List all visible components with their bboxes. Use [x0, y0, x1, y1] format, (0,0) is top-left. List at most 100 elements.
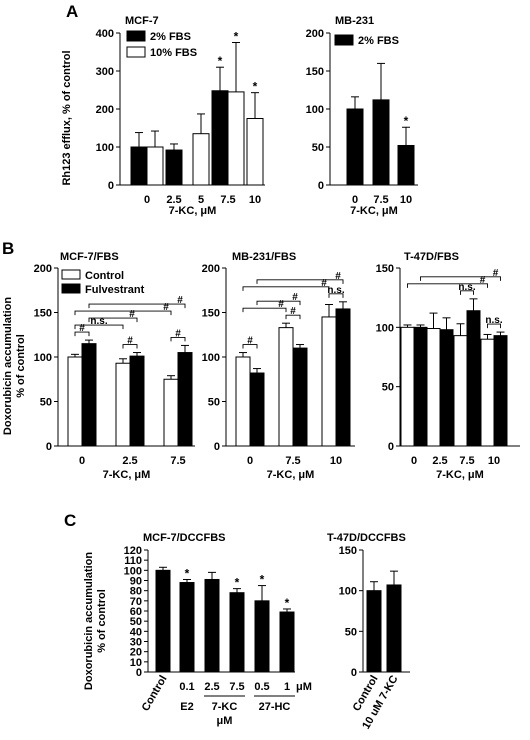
y-tick-label: 150 [306, 66, 324, 78]
significance-marker: * [253, 80, 258, 94]
bar [346, 108, 364, 186]
chart-a1: MCF-7 0 100 200 300 400 * * * 0 2.5 5 7.5 10 7-KC, μM [96, 15, 265, 217]
comparison-label: # [321, 278, 327, 289]
comparison-label: # [79, 323, 85, 334]
x-tick-label: 7.5 [285, 455, 300, 467]
chart-title: MB-231/FBS [232, 251, 296, 263]
bar [439, 329, 454, 447]
comparison-label: n.s. [458, 282, 475, 293]
x-tick-label: 0 [411, 455, 417, 467]
x-tick-label: 10 [400, 194, 412, 206]
chart-a2: MB-231 0 50 100 150 200 * 0 7.5 107-KC, μM [306, 15, 418, 217]
y-tick-label: 10 [130, 657, 142, 669]
y-tick-label: 90 [130, 576, 142, 588]
y-tick-label: 150 [34, 308, 52, 320]
legend-label-10fbs: 10% FBS [150, 47, 197, 59]
comparison-bracket [256, 279, 344, 284]
y-tick-label: 100 [306, 104, 324, 116]
y-tick-label: 50 [40, 397, 52, 409]
comparison-bracket [256, 300, 301, 306]
y-tick-label: 100 [376, 322, 394, 334]
unit-label: μM [217, 715, 233, 727]
y-tick-label: 110 [124, 555, 142, 567]
chart-title: T-47D/DCCFBS [327, 532, 406, 544]
bar [278, 327, 294, 447]
y-tick-label: 0 [136, 667, 142, 679]
bar [413, 326, 428, 447]
x-axis-title: 7-KC, μM [267, 469, 315, 481]
chart-c1: MCF-7/DCCFBS 0102030405060708090100110120… [124, 532, 312, 727]
comparison-label: n.s. [485, 315, 502, 326]
comparison-label: # [278, 299, 284, 310]
y-tick-label: 400 [96, 28, 114, 40]
bar [386, 584, 402, 673]
y-axis-title-c-line2: % of control [96, 589, 108, 653]
comparison-label: n.s. [327, 285, 344, 296]
comparison-bracket [420, 276, 501, 281]
y-tick-label: 200 [202, 263, 220, 275]
y-tick-label: 50 [382, 382, 394, 394]
bar [372, 99, 390, 186]
bar [397, 144, 415, 186]
y-tick-label: 40 [130, 626, 142, 638]
y-tick-label: 70 [130, 596, 142, 608]
x-tick-label: 0.5 [254, 681, 269, 693]
x-tick-label: 7.5 [373, 194, 388, 206]
y-tick-label: 100 [339, 586, 357, 598]
y-axis-title-a: Rh123 efflux, % of control [61, 50, 73, 185]
chart-title: MB-231 [335, 15, 374, 27]
y-tick-label: 50 [208, 397, 220, 409]
y-tick-label: 100 [202, 352, 220, 364]
x-tick-label: 7.5 [170, 455, 185, 467]
bar [129, 355, 145, 447]
panel-label-c: C [64, 511, 76, 530]
x-tick-label: 0.1 [179, 681, 194, 693]
legend-label-2fbs-mb231: 2% FBS [358, 35, 399, 47]
group-label: E2 [180, 701, 193, 713]
bar [466, 310, 481, 447]
chart-title: MCF-7/DCCFBS [143, 532, 226, 544]
legend-label-control: Control [85, 270, 124, 282]
x-axis-title: 7-KC, μM [350, 205, 398, 217]
comparison-label: # [335, 271, 341, 282]
y-tick-label: 0 [388, 441, 394, 453]
bar [211, 90, 229, 186]
bar [292, 347, 308, 447]
bar [165, 149, 183, 186]
x-tick-label: 5 [198, 194, 204, 206]
bar [321, 316, 337, 447]
comparison-bracket [242, 307, 287, 313]
bar [227, 91, 245, 186]
x-tick-label: 7.5 [459, 455, 474, 467]
y-tick-label: 200 [34, 263, 52, 275]
bar [177, 352, 193, 447]
x-axis-title: 7-KC, μM [103, 469, 151, 481]
legend-swatch-2fbs-mb231 [334, 34, 354, 46]
comparison-bracket [487, 323, 501, 329]
x-tick-label: 2.5 [122, 455, 137, 467]
significance-marker: * [185, 566, 190, 580]
y-tick-label: 80 [130, 586, 142, 598]
comparison-bracket [242, 344, 258, 349]
unit-label: μM [296, 681, 312, 693]
bar [155, 569, 171, 673]
group-label: 27-HC [259, 701, 291, 713]
bar [81, 343, 97, 447]
x-tick-label: 2.5 [166, 194, 181, 206]
significance-marker: * [260, 573, 265, 587]
significance-marker: * [235, 576, 240, 590]
bar [493, 335, 508, 447]
comparison-label: # [177, 295, 183, 306]
bar [480, 338, 495, 447]
bar [67, 356, 83, 447]
chart-title: T-47D/FBS [404, 251, 459, 263]
bar [146, 146, 164, 186]
comparison-label: n.s. [90, 316, 107, 327]
legend-label-fulvestrant: Fulvestrant [85, 284, 145, 296]
panel-label-a: A [66, 2, 78, 21]
comparison-label: # [290, 306, 296, 317]
chart-title: MCF-7 [125, 15, 159, 27]
bar [163, 378, 179, 447]
y-tick-label: 300 [96, 66, 114, 78]
